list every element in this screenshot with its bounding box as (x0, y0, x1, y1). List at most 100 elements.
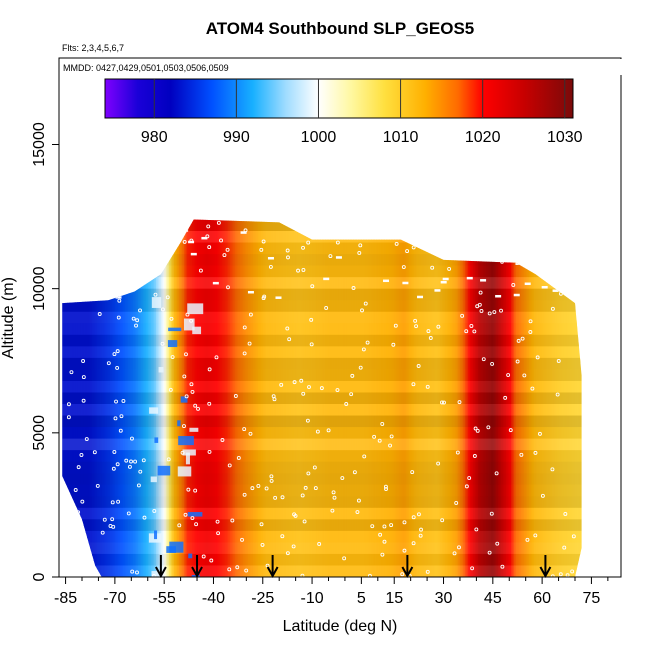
observation-marker (133, 459, 138, 464)
heatmap-column (487, 219, 491, 577)
observation-marker (135, 570, 139, 575)
observation-marker (564, 226, 569, 231)
flight-level-marker (429, 229, 436, 232)
observation-marker (428, 336, 433, 340)
heatmap-column (141, 219, 144, 577)
heatmap-column (525, 219, 528, 577)
heatmap-column (85, 219, 88, 577)
observation-marker (102, 517, 107, 522)
observation-marker (413, 318, 418, 323)
observation-marker (92, 450, 97, 455)
observation-marker (351, 286, 356, 290)
heatmap-column (336, 219, 339, 577)
heatmap-streak (149, 407, 159, 414)
heatmap-column (354, 219, 358, 577)
flight-level-marker (562, 262, 569, 266)
heatmap-column (224, 219, 228, 577)
heatmap-column (520, 219, 524, 577)
x-tick-label: -55 (153, 590, 176, 607)
heatmap-column (211, 219, 215, 577)
heatmap-column (404, 219, 407, 577)
heatmap-column (423, 219, 427, 577)
heatmap-column (113, 219, 116, 577)
heatmap-column (321, 219, 325, 577)
heatmap-column (236, 219, 239, 577)
flight-level-marker (72, 233, 79, 236)
heatmap-column (239, 219, 243, 577)
observation-marker (571, 534, 576, 539)
observation-marker (467, 476, 472, 480)
observation-marker (305, 418, 310, 423)
heatmap-column (136, 219, 139, 577)
heatmap-band (62, 242, 582, 255)
observation-marker (418, 533, 423, 538)
colorbar-ticks: 980 990 1000 1010 1020 1030 (141, 79, 583, 146)
heatmap-column (422, 219, 425, 577)
heatmap-column (119, 219, 123, 577)
heatmap-column (229, 219, 233, 577)
heatmap-column (205, 219, 208, 577)
heatmap-column (555, 219, 558, 577)
heatmap-band (62, 530, 582, 543)
heatmap-column (269, 219, 272, 577)
heatmap-column (121, 219, 124, 577)
observation-marker (165, 295, 170, 300)
heatmap-column (157, 219, 160, 577)
heatmap-stripes (62, 219, 582, 577)
heatmap-column (88, 219, 91, 577)
flight-level-marker (149, 239, 156, 243)
heatmap-column (509, 219, 512, 577)
observation-marker (81, 398, 86, 403)
heatmap-column (175, 219, 178, 577)
observation-marker (189, 382, 194, 387)
heatmap-streak (168, 327, 182, 332)
heatmap-streak (166, 546, 176, 553)
observation-marker (185, 312, 190, 317)
heatmap-column (574, 219, 578, 577)
heatmap-column (384, 219, 387, 577)
heatmap-column (427, 219, 430, 577)
observation-marker (300, 493, 305, 498)
heatmap-column (137, 219, 141, 577)
flight-level-marker (530, 225, 537, 229)
heatmap-column (226, 219, 229, 577)
heatmap-column (440, 219, 443, 577)
sounding-arrow-head (401, 566, 414, 579)
heatmap-column (456, 219, 459, 577)
observation-marker (242, 427, 247, 432)
heatmap-streak (183, 318, 195, 331)
heatmap-column (459, 219, 463, 577)
heatmap-column (466, 219, 469, 577)
flight-level-marker (77, 227, 84, 230)
heatmap-column (287, 219, 290, 577)
observation-marker (201, 554, 206, 559)
observation-marker (302, 519, 307, 524)
observation-marker (388, 443, 392, 448)
observation-marker (193, 403, 198, 408)
heatmap-column (313, 219, 316, 577)
observation-marker (402, 520, 407, 525)
heatmap-band (62, 427, 582, 439)
flight-level-marker (116, 292, 123, 296)
heatmap-column (152, 219, 155, 577)
observation-marker (225, 247, 230, 252)
observation-marker (127, 464, 132, 469)
heatmap-band (62, 219, 582, 220)
heatmap-column (402, 219, 405, 577)
observation-marker (244, 568, 249, 573)
observation-marker (106, 361, 111, 366)
flight-level-marker (567, 265, 574, 268)
heatmap-column (316, 219, 320, 577)
heatmap-streak (187, 512, 203, 517)
observation-marker (182, 374, 187, 379)
heatmap-column (75, 219, 78, 577)
observation-marker (287, 337, 292, 342)
heatmap-column (540, 219, 543, 577)
flight-level-marker (417, 295, 424, 299)
heatmap-column (213, 219, 216, 577)
flight-level-marker (456, 247, 463, 251)
heatmap-column (491, 219, 494, 577)
observation-marker (319, 386, 324, 391)
observation-marker (487, 311, 492, 316)
observation-marker (457, 545, 461, 550)
